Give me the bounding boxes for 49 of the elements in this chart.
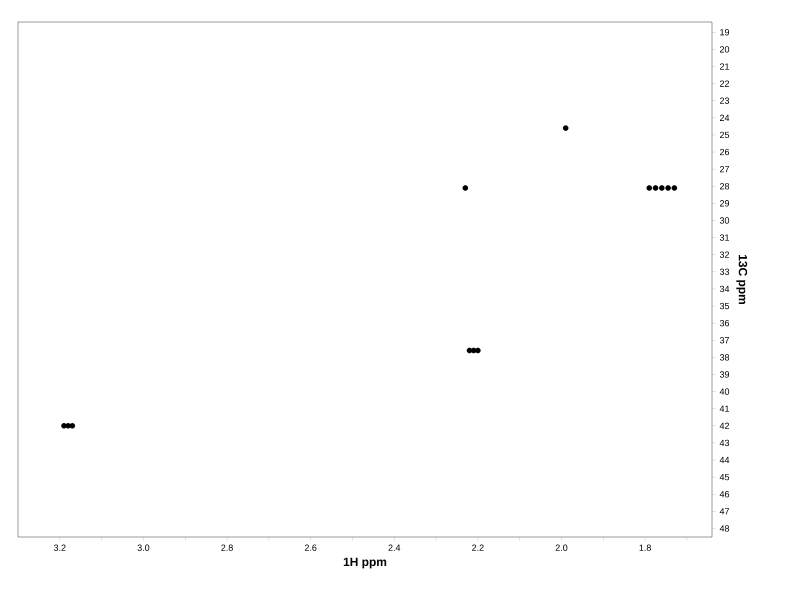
point <box>70 422 76 429</box>
y-tick-label: 22 <box>720 80 730 87</box>
y-axis-title: 13C ppm <box>736 255 748 304</box>
y-tick-label: 37 <box>720 337 730 344</box>
y-tick-label: 20 <box>720 46 730 53</box>
y-tick-label: 27 <box>720 166 730 172</box>
point <box>562 125 568 131</box>
y-tick-label: 23 <box>720 98 730 104</box>
y-tick-label: 40 <box>720 388 730 395</box>
y-tick-label: 42 <box>720 422 730 429</box>
x-tick-label: 1.8 <box>640 544 651 551</box>
y-tick-label: 24 <box>720 114 730 121</box>
point <box>665 185 671 191</box>
y-tick-label: 29 <box>720 200 730 207</box>
y-tick-label: 28 <box>720 183 730 190</box>
point <box>672 185 678 191</box>
y-tick-label: 32 <box>720 252 730 258</box>
y-tick-label: 41 <box>720 406 730 412</box>
x-tick-label: 2.4 <box>388 544 400 551</box>
y-tick-label: 33 <box>720 268 730 275</box>
y-tick-label: 31 <box>720 234 730 241</box>
x-tick-label: 2.2 <box>472 544 484 551</box>
point <box>646 185 652 191</box>
y-tick-label: 21 <box>720 63 730 70</box>
x-axis-title: 1H ppm <box>344 558 386 568</box>
x-tick-label: 2.8 <box>221 544 233 551</box>
x-tick-label: 2.0 <box>556 544 568 551</box>
y-tick-label: 30 <box>720 217 730 224</box>
x-tick-label: 3.2 <box>54 544 66 551</box>
y-tick-label: 48 <box>720 525 730 532</box>
x-tick-label: 2.6 <box>304 544 316 551</box>
y-tick-label: 46 <box>720 491 730 498</box>
y-tick-label: 36 <box>720 320 730 326</box>
point <box>659 185 665 191</box>
y-tick-label: 35 <box>720 302 730 310</box>
y-tick-label: 45 <box>720 474 730 480</box>
point <box>652 185 658 191</box>
point <box>475 348 481 354</box>
y-tick-label: 26 <box>720 148 730 156</box>
y-tick-label: 47 <box>720 508 730 514</box>
point <box>462 185 468 191</box>
y-tick-label: 19 <box>720 29 730 36</box>
y-tick-label: 34 <box>720 286 730 292</box>
y-tick-label: 25 <box>720 132 730 138</box>
y-tick-label: 44 <box>720 456 730 464</box>
y-tick-label: 38 <box>720 354 730 361</box>
y-tick-label: 39 <box>720 371 730 378</box>
y-tick-label: 43 <box>720 440 730 446</box>
x-tick-label: 3.0 <box>138 544 150 551</box>
